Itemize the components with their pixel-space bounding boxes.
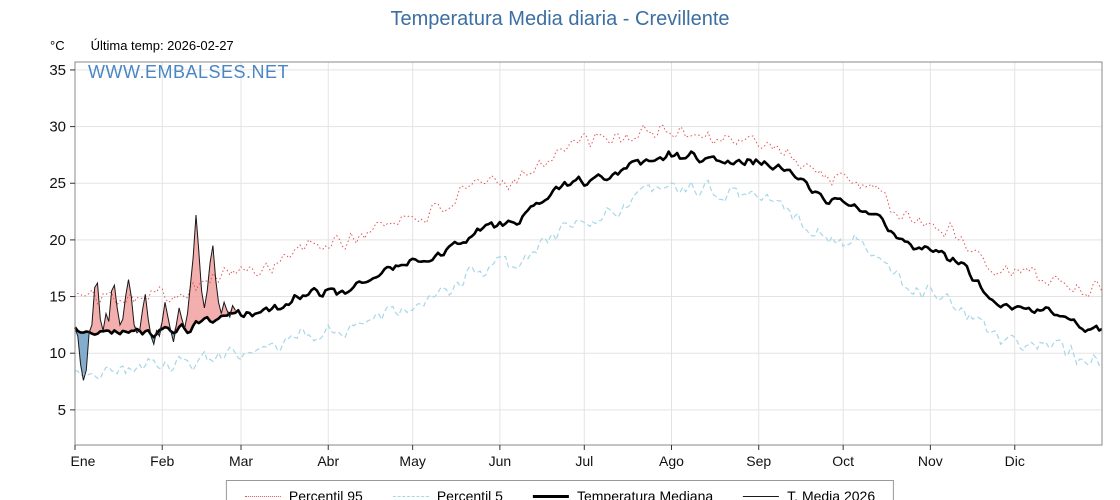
legend-label: Temperatura Mediana	[576, 488, 714, 500]
chart-legend: Percentil 95 Percentil 5 Temperatura Med…	[225, 480, 895, 500]
svg-text:Ene: Ene	[71, 453, 96, 469]
media-2026-line-icon	[743, 495, 780, 497]
legend-item-mediana: Temperatura Mediana	[532, 488, 714, 500]
svg-text:Oct: Oct	[832, 453, 854, 469]
legend-label: Percentil 5	[436, 488, 503, 500]
legend-label: Percentil 95	[288, 488, 363, 500]
legend-item-percentil-95: Percentil 95	[244, 488, 363, 500]
svg-text:Dic: Dic	[1005, 453, 1025, 469]
svg-text:Sep: Sep	[746, 453, 771, 469]
percentil-5-line-icon	[392, 495, 429, 497]
subheader: °C Última temp: 2026-02-27	[50, 38, 234, 53]
legend-item-media-2026: T. Media 2026	[743, 488, 875, 500]
svg-text:Jul: Jul	[575, 453, 593, 469]
svg-text:5: 5	[58, 402, 66, 419]
svg-text:15: 15	[49, 289, 66, 306]
percentil-95-line-icon	[244, 495, 281, 497]
svg-text:Ago: Ago	[659, 453, 684, 469]
y-axis-unit-label: °C	[50, 38, 65, 53]
svg-text:Mar: Mar	[229, 453, 253, 469]
last-temp-label: Última temp: 2026-02-27	[90, 38, 234, 53]
svg-text:Jun: Jun	[489, 453, 512, 469]
mediana-line-icon	[532, 494, 569, 498]
svg-text:10: 10	[49, 345, 66, 362]
legend-item-percentil-5: Percentil 5	[392, 488, 503, 500]
svg-text:35: 35	[49, 62, 66, 79]
watermark-link[interactable]: WWW.EMBALSES.NET	[88, 62, 290, 82]
svg-text:May: May	[399, 453, 425, 469]
svg-text:Nov: Nov	[918, 453, 943, 469]
svg-text:20: 20	[49, 232, 66, 249]
svg-text:25: 25	[49, 175, 66, 192]
svg-text:Abr: Abr	[317, 453, 339, 469]
legend-label: T. Media 2026	[787, 488, 876, 500]
chart-title: Temperatura Media diaria - Crevillente	[390, 8, 730, 30]
svg-text:30: 30	[49, 119, 66, 136]
svg-text:Feb: Feb	[150, 453, 174, 469]
